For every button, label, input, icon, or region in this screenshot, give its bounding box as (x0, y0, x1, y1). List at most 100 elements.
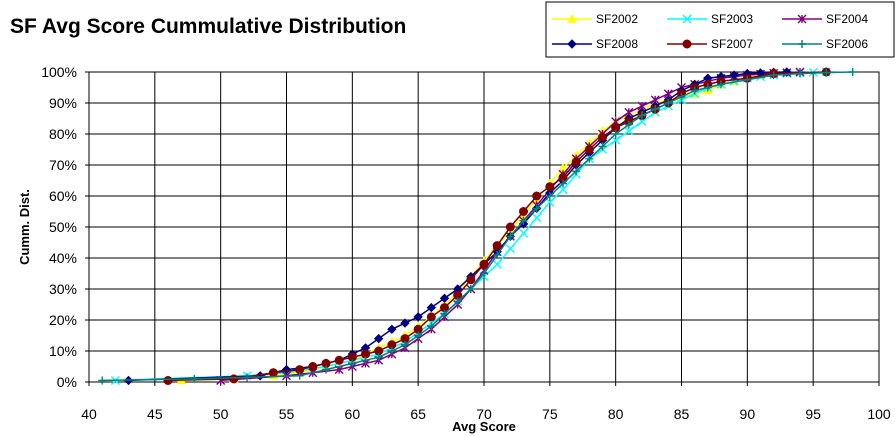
data-point (532, 213, 542, 223)
data-point (243, 373, 251, 382)
data-point (638, 111, 646, 120)
data-point (519, 216, 528, 225)
data-point (440, 309, 449, 318)
chart-title: SF Avg Score Cummulative Distribution (10, 15, 406, 38)
data-point (505, 222, 515, 232)
data-point (295, 371, 304, 380)
data-point (190, 374, 199, 383)
data-point (822, 68, 831, 77)
data-point (585, 154, 594, 163)
x-tick-label: 45 (147, 406, 163, 422)
legend-marker (797, 14, 807, 24)
data-point (584, 145, 594, 154)
y-tick-label: 0% (57, 374, 77, 390)
data-point (651, 105, 660, 114)
data-point (492, 241, 502, 251)
data-point (466, 275, 476, 285)
data-point (387, 324, 397, 335)
x-tick-label: 60 (345, 406, 361, 422)
data-point (545, 197, 555, 207)
data-point (480, 269, 488, 278)
legend-marker (682, 14, 692, 24)
data-point (453, 297, 462, 306)
data-point (413, 312, 423, 322)
y-tick-label: 70% (49, 157, 77, 173)
legend-label: SF2006 (826, 37, 868, 51)
data-point (505, 244, 515, 254)
y-tick-label: 60% (49, 188, 77, 204)
data-point (690, 86, 699, 95)
legend-item-sf2008: SF2008 (552, 37, 638, 51)
legend-item-sf2002: SF2002 (552, 12, 638, 26)
legend-marker (567, 39, 577, 49)
data-point (532, 204, 541, 213)
series-sf2006 (98, 68, 857, 385)
data-point (426, 302, 437, 313)
data-point (769, 71, 778, 80)
x-tick-label: 70 (476, 406, 492, 422)
data-point (572, 167, 581, 176)
data-point (559, 179, 567, 188)
data-point (545, 182, 555, 192)
data-point (400, 318, 410, 328)
data-point (322, 365, 330, 374)
y-tick-label: 30% (49, 281, 77, 297)
data-point (479, 259, 489, 269)
legend-label: SF2007 (711, 37, 753, 51)
y-tick-label: 50% (49, 219, 77, 235)
data-point (401, 340, 409, 349)
data-point (624, 120, 633, 129)
data-point (268, 368, 278, 378)
data-point (98, 376, 107, 385)
data-point (743, 75, 752, 84)
legend-label: SF2004 (826, 12, 868, 26)
legend-item-sf2003: SF2003 (667, 12, 753, 26)
y-tick-label: 40% (49, 250, 77, 266)
legend-marker (798, 40, 806, 48)
legend: SF2002 SF2003 SF2004 SF2008 SF2007 SF2006 (545, 1, 895, 58)
y-tick-label: 20% (49, 312, 77, 328)
data-point (796, 69, 804, 78)
data-point (229, 374, 239, 384)
legend-label: SF2002 (596, 12, 638, 26)
x-tick-label: 40 (81, 406, 97, 422)
x-tick-label: 55 (279, 406, 295, 422)
data-point (519, 207, 528, 216)
y-tick-label: 10% (49, 343, 77, 359)
legend-label: SF2008 (596, 37, 638, 51)
legend-marker (567, 13, 577, 23)
legend-item-sf2006: SF2006 (782, 37, 868, 51)
data-point (571, 157, 581, 167)
data-point (611, 130, 620, 138)
x-tick-label: 95 (805, 406, 821, 422)
legend-marker (682, 39, 692, 49)
legend-label: SF2003 (711, 12, 753, 26)
legend-box (545, 1, 895, 58)
data-point (717, 80, 725, 89)
x-tick-label: 65 (410, 406, 426, 422)
x-tick-label: 50 (213, 406, 229, 422)
data-point (703, 83, 712, 92)
data-point (545, 192, 554, 200)
y-axis-title: Cumm. Dist. (17, 189, 32, 265)
y-tick-label: 100% (41, 64, 77, 80)
data-point (373, 333, 384, 344)
legend-entries: SF2002 SF2003 SF2004 SF2008 SF2007 SF2006 (552, 12, 868, 51)
data-point (664, 99, 673, 107)
y-tick-label: 90% (49, 95, 77, 111)
data-point (348, 359, 357, 368)
x-tick-label: 80 (608, 406, 624, 422)
x-tick-label: 85 (674, 406, 690, 422)
data-point (848, 68, 857, 76)
data-point (334, 355, 344, 365)
legend-item-sf2004: SF2004 (782, 12, 868, 26)
legend-item-sf2007: SF2007 (667, 37, 753, 51)
data-point (677, 92, 686, 101)
data-point (493, 250, 502, 259)
data-point (624, 126, 634, 136)
series-layer (98, 66, 857, 386)
data-point (426, 312, 436, 322)
x-tick-label: 75 (542, 406, 558, 422)
data-point (532, 191, 542, 201)
